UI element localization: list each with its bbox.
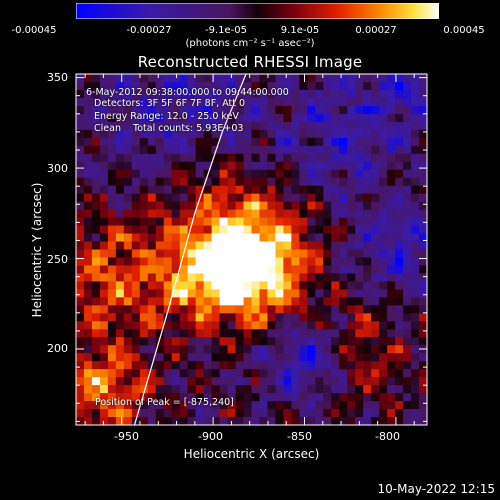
colorbar-tick-label: -9.1e-05 [205,25,247,36]
plot-frame [75,73,428,426]
x-axis-title: Heliocentric X (arcsec) [183,447,320,461]
y-tick-label: 350 [47,71,68,84]
x-tick-label: -950 [114,430,139,443]
colorbar [76,3,439,19]
heatmap-plot-area: 6-May-2012 09:38:00.000 to 09:44:00.000 … [76,74,427,425]
colorbar-tick-label: -0.00027 [126,25,172,36]
colorbar-tick-label: 0.00045 [443,25,485,36]
x-tick-label: -850 [287,430,312,443]
heatmap-image [76,74,427,425]
y-tick-label: 200 [47,342,68,355]
info-detectors: Detectors: 3F 5F 6F 7F 8F, Att 0 [94,98,246,109]
x-tick-label: -900 [198,430,223,443]
info-energy-range: Energy Range: 12.0 - 25.0 keV [94,111,239,122]
colorbar-units-label: (photons cm⁻² s⁻¹ asec⁻²) [185,38,315,49]
info-peak-position: Position of Peak = [-875,240] [95,397,234,408]
solar-limb-line [133,74,247,425]
info-time-range: 6-May-2012 09:38:00.000 to 09:44:00.000 [86,87,289,98]
info-counts: Clean Total counts: 5.93E+03 [94,123,244,134]
chart-title: Reconstructed RHESSI Image [137,53,363,71]
y-axis-title: Heliocentric Y (arcsec) [30,182,44,318]
colorbar-tick-label: 9.1e-05 [280,25,320,36]
x-tick-label: -800 [375,430,400,443]
y-tick-label: 300 [47,162,68,175]
timestamp: 10-May-2022 12:15 [377,482,495,496]
colorbar-tick-label: -0.00045 [11,25,57,36]
y-tick-label: 250 [47,253,68,266]
colorbar-tick-label: 0.00027 [355,25,397,36]
